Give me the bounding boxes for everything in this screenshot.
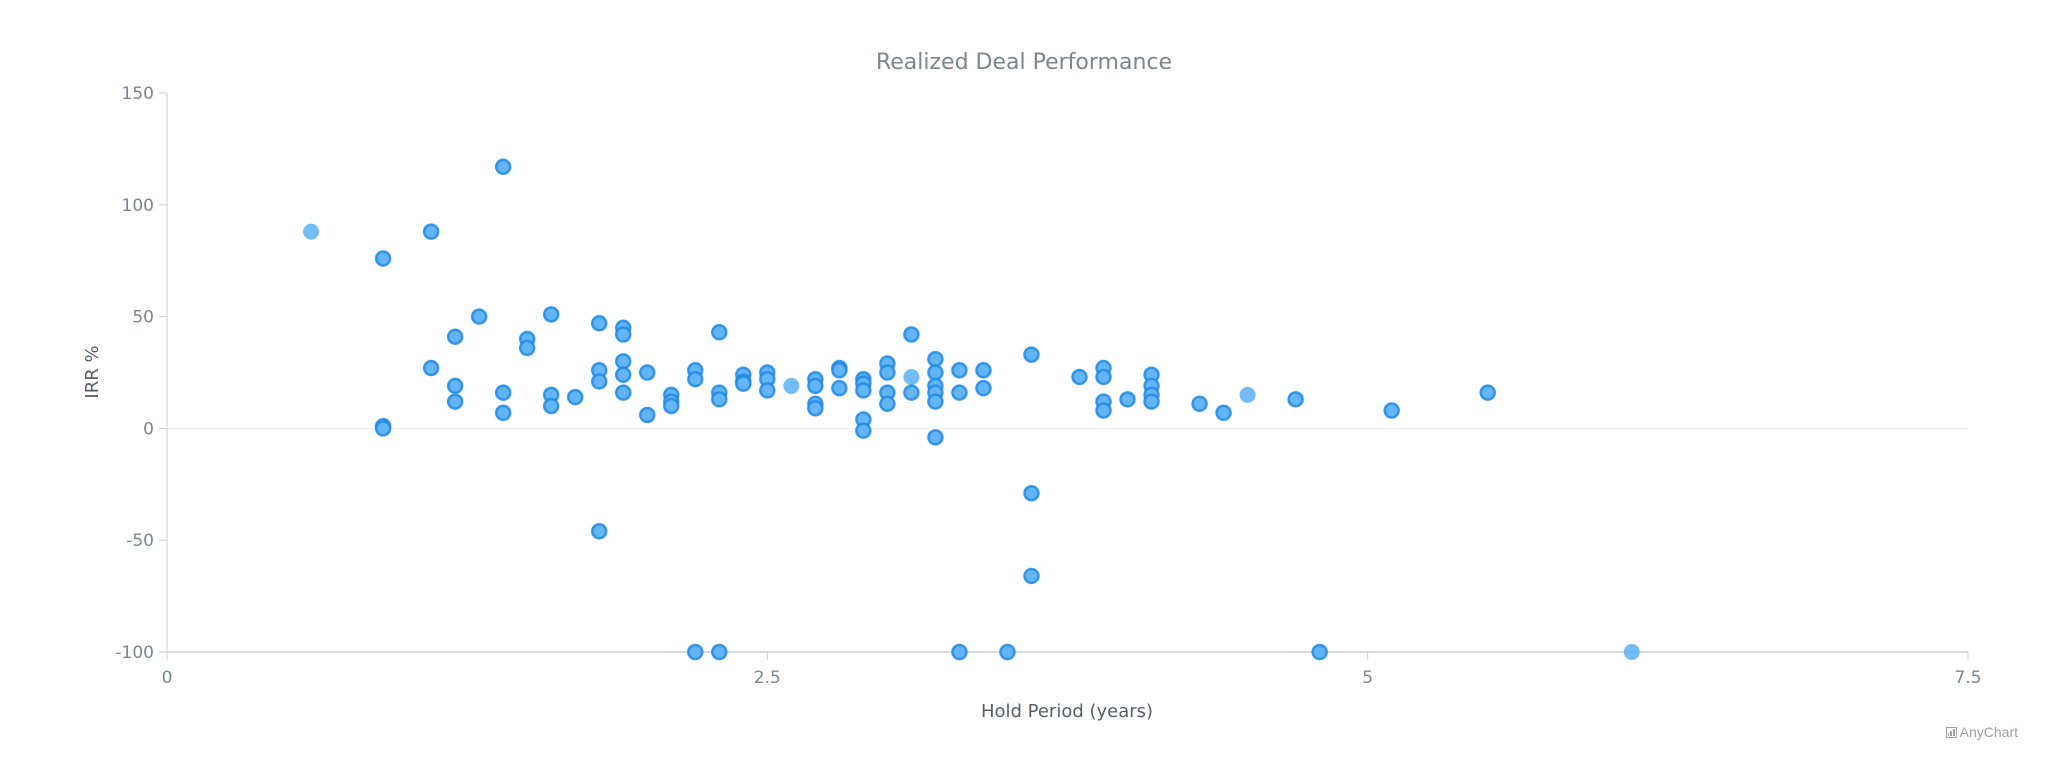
y-tick-label: 0: [143, 419, 154, 439]
data-point[interactable]: [831, 379, 848, 397]
data-point[interactable]: [590, 315, 608, 332]
data-point[interactable]: [1239, 386, 1256, 403]
data-point[interactable]: [903, 384, 920, 401]
data-point[interactable]: [542, 306, 560, 323]
data-point[interactable]: [831, 362, 848, 379]
credits-link[interactable]: AnyChart: [1945, 724, 2018, 740]
data-point[interactable]: [927, 364, 944, 381]
x-tick-label: 5: [1362, 668, 1373, 688]
data-point[interactable]: [566, 388, 584, 406]
data-point[interactable]: [1095, 368, 1112, 386]
data-point[interactable]: [422, 223, 440, 240]
data-point[interactable]: [807, 400, 824, 417]
data-point[interactable]: [422, 359, 440, 377]
data-point[interactable]: [374, 420, 392, 437]
data-point[interactable]: [711, 391, 728, 408]
data-point[interactable]: [1023, 346, 1040, 363]
data-point[interactable]: [687, 370, 704, 388]
data-point[interactable]: [615, 353, 632, 370]
data-point[interactable]: [590, 373, 608, 390]
data-point[interactable]: [759, 382, 776, 399]
data-point[interactable]: [542, 397, 560, 415]
data-point[interactable]: [975, 379, 992, 397]
data-point[interactable]: [1023, 567, 1040, 585]
data-point[interactable]: [615, 366, 632, 383]
data-point[interactable]: [711, 324, 728, 341]
data-point[interactable]: [927, 350, 944, 368]
y-axis-title: IRR %: [82, 345, 103, 398]
data-point[interactable]: [663, 397, 680, 415]
data-point[interactable]: [687, 643, 704, 661]
data-point[interactable]: [735, 375, 752, 392]
data-point[interactable]: [639, 364, 656, 381]
x-tick-label: 0: [162, 668, 173, 688]
data-point[interactable]: [783, 377, 800, 394]
data-point[interactable]: [1071, 368, 1088, 386]
data-point[interactable]: [494, 384, 512, 401]
data-point[interactable]: [927, 429, 944, 446]
data-point[interactable]: [975, 362, 992, 379]
y-tick-label: 150: [122, 84, 154, 104]
data-point[interactable]: [303, 223, 320, 240]
data-point[interactable]: [590, 523, 608, 540]
data-point[interactable]: [903, 368, 920, 385]
y-tick-label: 50: [132, 308, 154, 328]
data-point[interactable]: [1287, 391, 1304, 408]
data-point[interactable]: [374, 250, 392, 267]
data-point[interactable]: [1383, 402, 1400, 419]
axes: 150 100 50 0 -50 -100 0 2.5 5 7.5: [115, 84, 1981, 688]
x-tick-label: 7.5: [1954, 668, 1981, 688]
credits-label: AnyChart: [1959, 724, 2018, 740]
data-point[interactable]: [855, 422, 872, 439]
data-point[interactable]: [1311, 643, 1328, 661]
data-point[interactable]: [903, 326, 920, 343]
data-point[interactable]: [518, 339, 536, 357]
data-point[interactable]: [1095, 402, 1112, 419]
x-tick-label: 2.5: [754, 668, 781, 688]
data-point[interactable]: [1215, 404, 1232, 421]
y-tick-label: -100: [115, 643, 154, 663]
data-point[interactable]: [1119, 391, 1136, 408]
data-points[interactable]: [303, 158, 1640, 661]
data-point[interactable]: [879, 364, 896, 381]
data-point[interactable]: [615, 326, 632, 343]
data-point[interactable]: [1023, 484, 1040, 502]
anychart-logo-icon: [1945, 726, 1957, 738]
data-point[interactable]: [470, 308, 488, 325]
data-point[interactable]: [711, 643, 728, 661]
data-point[interactable]: [879, 395, 896, 413]
data-point[interactable]: [951, 384, 968, 401]
data-point[interactable]: [446, 377, 464, 395]
data-point[interactable]: [639, 406, 656, 424]
data-point[interactable]: [999, 643, 1016, 661]
data-point[interactable]: [446, 328, 464, 345]
data-point[interactable]: [494, 158, 512, 176]
data-point[interactable]: [951, 362, 968, 379]
data-point[interactable]: [1143, 393, 1160, 410]
data-point[interactable]: [494, 404, 512, 421]
chart-title: Realized Deal Performance: [875, 50, 1173, 75]
data-point[interactable]: [1191, 395, 1208, 413]
data-point[interactable]: [951, 643, 968, 661]
x-axis-title: Hold Period (years): [981, 701, 1153, 722]
data-point[interactable]: [855, 382, 872, 399]
data-point[interactable]: [927, 393, 944, 410]
y-tick-label: 100: [122, 196, 154, 216]
data-point[interactable]: [807, 377, 824, 395]
data-point[interactable]: [1623, 644, 1640, 660]
data-point[interactable]: [615, 384, 632, 401]
data-point[interactable]: [446, 393, 464, 410]
data-point[interactable]: [1479, 384, 1496, 401]
y-tick-label: -50: [126, 531, 154, 551]
